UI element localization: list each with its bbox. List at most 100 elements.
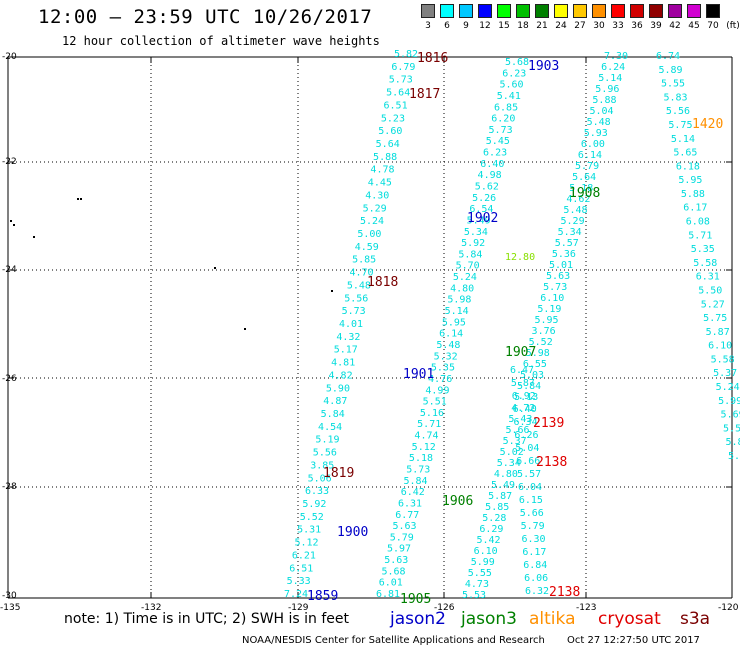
wave-height-value: 6.79 [391,62,415,73]
wave-height-value: 6.51 [289,563,313,574]
wave-height-value: 4.74 [414,431,438,442]
wave-height-value: 6.26 [514,430,538,441]
wave-height-value: 5.98 [447,295,471,306]
island-mark [10,220,12,222]
pass-time-label: 1903 [528,59,559,74]
wave-height-value: 5.73 [342,306,366,317]
lat-label: -30 [2,591,17,601]
lon-label: -129 [288,603,309,613]
wave-height-value: 6.42 [401,487,425,498]
wave-height-value: 4.76 [428,374,452,385]
pass-time-label: 2139 [533,416,564,431]
wave-height-value: 6.17 [522,547,546,558]
wave-height-value: 5.04 [590,106,614,117]
wave-height-value: 6.10 [708,341,732,352]
wave-height-value: 6.29 [479,524,503,535]
scale-label: 33 [612,21,624,31]
wave-height-value: 6.85 [494,102,518,113]
scale-label: 42 [669,21,681,31]
scale-swatch [573,4,587,18]
wave-height-value: 4.32 [336,332,360,343]
wave-height-value: 5.28 [482,513,506,524]
wave-height-value: 5.00 [357,229,381,240]
wave-height-value: 5.98 [526,348,550,359]
wave-height-value: 4.82 [329,370,353,381]
legend-jason2: jason2 [390,609,446,629]
wave-height-value: 6.77 [395,510,419,521]
scale-swatch [440,4,454,18]
wave-height-map: 5.826.795.735.646.515.235.605.645.884.78… [7,49,740,605]
wave-height-value: 5.93 [584,128,608,139]
scale-unit: (ft) [726,21,740,31]
wave-height-value: 5.87 [488,491,512,502]
pass-time-label: 1818 [367,275,398,290]
wave-height-value: 5.12 [412,442,436,453]
wave-height-value: 6.40 [513,404,537,415]
wave-height-value: 5.04 [515,443,539,454]
scale-swatch [592,4,606,18]
wave-height-value: 5.26 [472,193,496,204]
wave-height-value: 5.29 [561,216,585,227]
scale-swatch [516,4,530,18]
wave-height-value: 4.62 [566,194,590,205]
page-subtitle: 12 hour collection of altimeter wave hei… [62,34,380,48]
wave-height-value: 5.84 [517,381,541,392]
wave-height-value: 5.65 [673,148,697,159]
scale-swatch [478,4,492,18]
wave-height-value: 4.98 [478,170,502,181]
wave-height-value: 5.66 [505,425,529,436]
wave-height-value: 5.87 [511,378,535,389]
legend-cryosat: cryosat [598,609,661,629]
wave-height-value: 4.72 [511,403,535,414]
wave-height-value: 5.42 [476,535,500,546]
wave-height-value: 5.12 [294,538,318,549]
wave-height-value: 5.48 [347,280,371,291]
wave-height-value: 5.14 [671,134,695,145]
scale-swatch [554,4,568,18]
wave-height-value: 4.99 [425,385,449,396]
scale-label: 18 [517,21,529,31]
wave-height-value: 5.16 [420,408,444,419]
pass-time-label: 1905 [400,592,431,605]
island-mark [244,328,246,330]
wave-height-value: 5.63 [392,521,416,532]
lon-label: -135 [0,603,21,613]
wave-height-value: 5.55 [661,79,685,90]
wave-height-value: 5.84 [321,409,345,420]
pass-time-label: 1420 [692,117,723,132]
wave-height-value: 5.50 [698,285,722,296]
wave-height-value: 5.88 [681,189,705,200]
pass-time-label: 1901 [403,367,434,382]
wave-height-value: 5.89 [658,65,682,76]
wave-height-value: 5.64 [376,139,400,150]
wave-height-value: 5.55 [468,568,492,579]
wave-height-value: 6.74 [656,51,680,62]
wave-height-value: 6.55 [523,359,547,370]
wave-height-value: 5.01 [549,260,573,271]
wave-height-value: 7.24 [284,589,308,600]
wave-height-value: 6.47 [510,365,534,376]
scale-swatch [535,4,549,18]
wave-height-value: 6.24 [601,62,625,73]
wave-height-value: 4.01 [339,319,363,330]
wave-height-value: 4.54 [318,422,342,433]
wave-height-value: 6.84 [523,560,547,571]
wave-height-value: 5.31 [297,525,321,536]
wave-height-value: 5.18 [409,453,433,464]
wave-height-value: 5.99 [718,396,740,407]
wave-height-value: 6.21 [292,550,316,561]
wave-height-value: 6.01 [379,578,403,589]
wave-height-value: 5.95 [678,175,702,186]
wave-height-value: 6.06 [524,573,548,584]
wave-height-value: 5.23 [381,113,405,124]
footer-note: note: 1) Time is in UTC; 2) SWH is in fe… [64,611,350,627]
wave-height-value: 5.53 [462,590,486,601]
wave-height-value: 6.08 [686,217,710,228]
wave-height-value: 6.17 [683,203,707,214]
scale-swatch [497,4,511,18]
wave-height-value: 5.6 [728,451,740,462]
wave-height-value: 6.66 [516,456,540,467]
pass-time-label: 1900 [337,525,368,540]
wave-height-value: 5.59 [723,423,740,434]
scale-label: 27 [574,21,586,31]
